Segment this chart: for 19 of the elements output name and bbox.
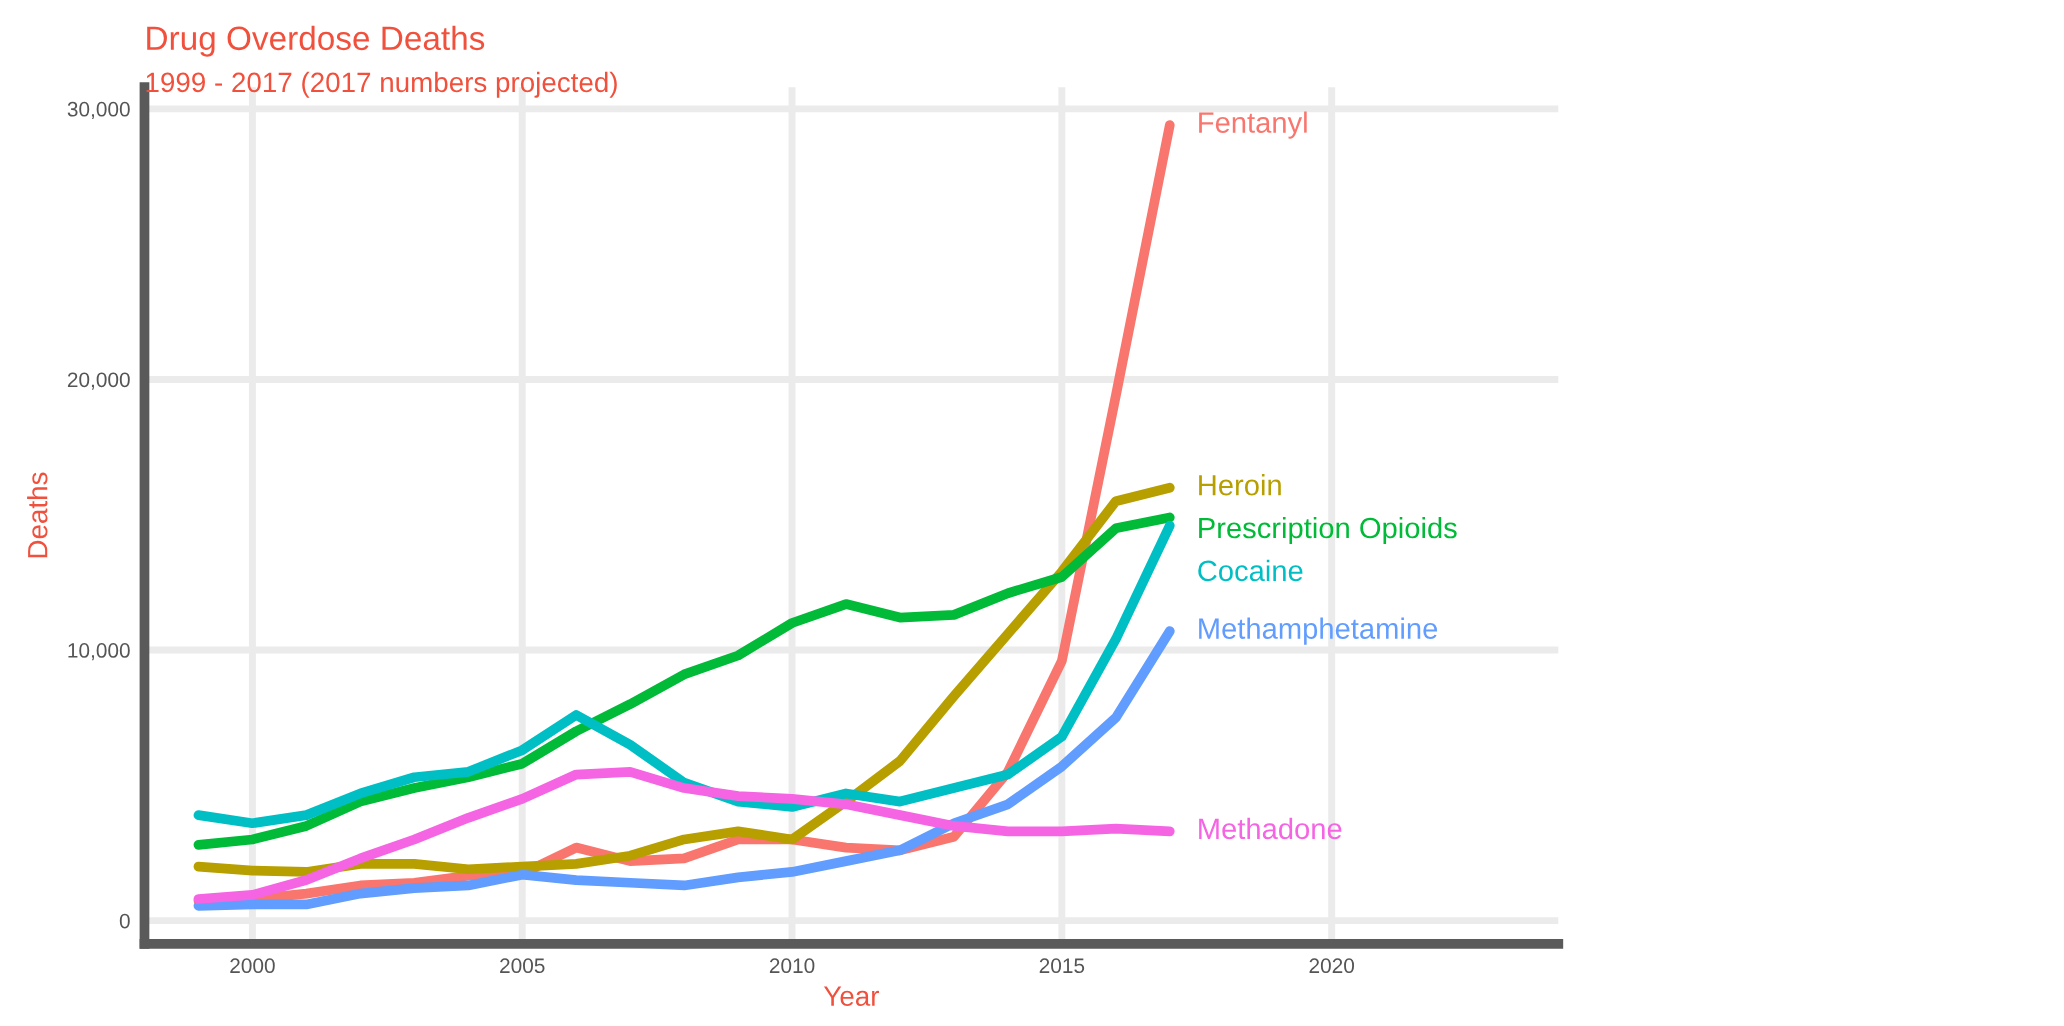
x-tick-label: 2020 [1309, 958, 1355, 974]
series-label: Prescription Opioids [1199, 516, 1457, 545]
series-label: Fentanyl [1199, 111, 1307, 139]
series-label: Cocaine [1198, 559, 1303, 582]
y-tick-label: 10,000 [68, 643, 130, 661]
x-tick-label: 2015 [1039, 958, 1085, 974]
x-axis-title: Year [823, 986, 880, 1006]
y-tick-label: 30,000 [67, 101, 130, 120]
x-tick-label: 2010 [769, 958, 815, 974]
y-axis-title: Deaths [27, 472, 48, 558]
x-tick-label: 2005 [500, 958, 545, 974]
series-label: Methadone [1199, 817, 1342, 840]
chart-title: Drug Overdose Deaths [147, 25, 485, 57]
series-label: Methamphetamine [1199, 617, 1438, 645]
x-tick-label: 2000 [230, 958, 275, 974]
y-tick-label: 20,000 [67, 372, 130, 390]
series-label: Heroin [1199, 474, 1281, 496]
chart-subtitle: 1999 - 2017 (2017 numbers projected) [146, 71, 617, 98]
y-tick-label: 0 [119, 913, 130, 929]
